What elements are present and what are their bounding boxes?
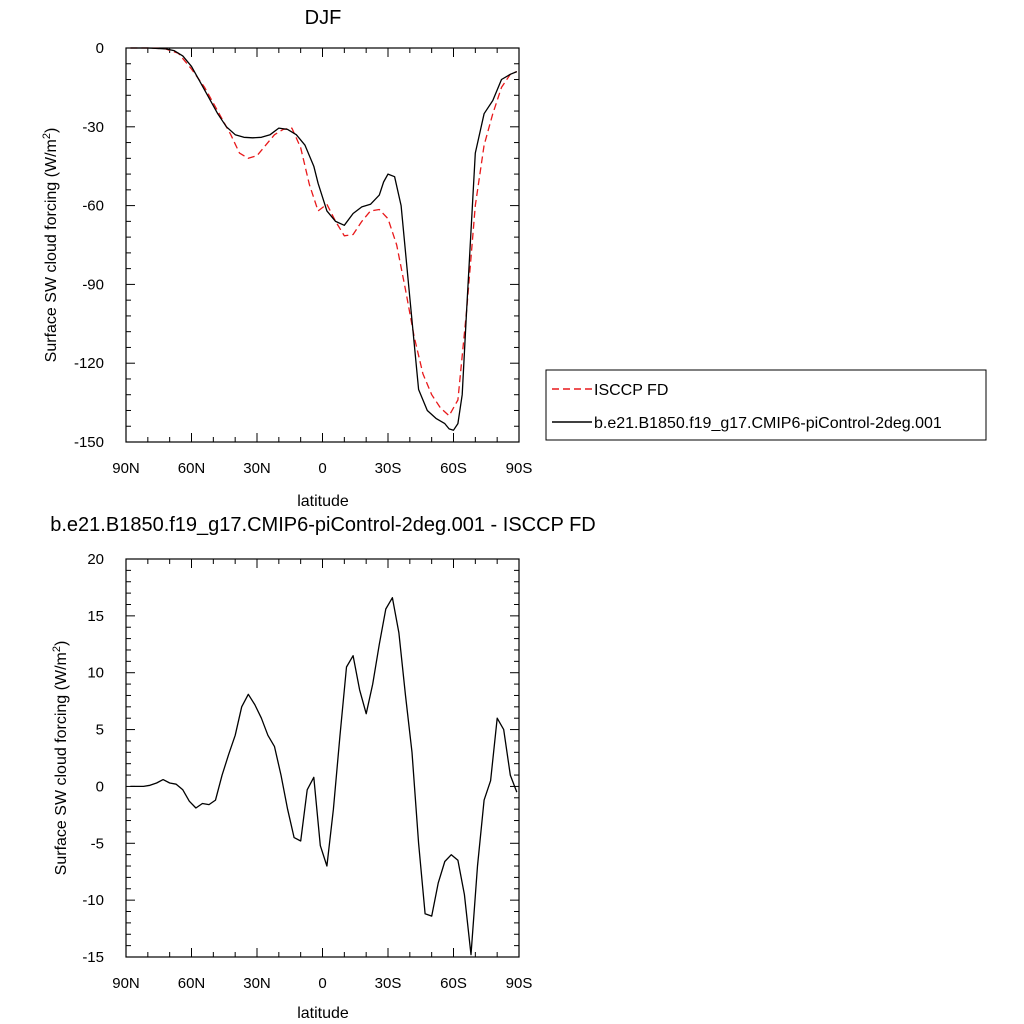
plot-frame: [125, 558, 520, 958]
y-tick-label: -5: [91, 835, 104, 852]
plot-frame: [125, 47, 520, 443]
x-tick-label: 30S: [375, 460, 402, 477]
x-tick-label: 90S: [506, 460, 533, 477]
data-series: [130, 47, 518, 431]
y-tick-label: -150: [74, 434, 104, 451]
y-axis-label-main: Surface SW cloud forcing (W/m: [43, 139, 60, 362]
legend: ISCCP FD b.e21.B1850.f19_g17.CMIP6-piCon…: [545, 369, 987, 441]
y-tick-label: 0: [96, 778, 104, 795]
series-line-isccp-fd: [130, 47, 518, 417]
data-series: [130, 597, 518, 956]
x-tick-label: 0: [318, 460, 326, 477]
series-line-difference: [130, 597, 518, 956]
y-axis-label: Surface SW cloud forcing (W/m2): [51, 641, 70, 876]
x-tick-label: 60N: [178, 460, 206, 477]
x-tick-labels: 90N 60N 30N 0 30S 60S 90S: [112, 460, 532, 477]
x-tick-label: 90N: [112, 975, 140, 992]
axis-ticks: [125, 47, 520, 443]
y-tick-labels: 20 15 10 5 0 -5 -10 -15: [82, 551, 104, 966]
chart-title: DJF: [305, 7, 342, 29]
x-axis-label: latitude: [297, 1005, 349, 1022]
y-axis-label-main: Surface SW cloud forcing (W/m: [53, 652, 70, 875]
y-axis-label-superscript: 2: [51, 646, 63, 652]
y-axis-label-superscript: 2: [41, 133, 53, 139]
x-tick-label: 60S: [440, 975, 467, 992]
x-tick-labels: 90N 60N 30N 0 30S 60S 90S: [112, 975, 532, 992]
y-axis-label-close: ): [43, 128, 60, 133]
x-tick-label: 60S: [440, 460, 467, 477]
y-axis-label-close: ): [53, 641, 70, 646]
y-tick-label: -120: [74, 355, 104, 372]
legend-frame: [545, 369, 987, 441]
y-tick-label: -90: [82, 276, 104, 293]
x-tick-label: 90S: [506, 975, 533, 992]
y-tick-label: 5: [96, 722, 104, 739]
chart-djf: DJF 0-30-60-90-120-150 90N 60N 30N 0 30S 60S 9…: [41, 7, 987, 510]
x-tick-label: 0: [318, 975, 326, 992]
y-axis-label: Surface SW cloud forcing (W/m2): [41, 128, 60, 363]
x-tick-label: 30N: [243, 975, 271, 992]
legend-label-model: b.e21.B1850.f19_g17.CMIP6-piControl-2deg…: [594, 415, 942, 432]
y-tick-label: -10: [82, 892, 104, 909]
y-tick-label: -60: [82, 198, 104, 215]
y-tick-label: -15: [82, 949, 104, 966]
legend-label-isccp: ISCCP FD: [594, 382, 668, 399]
axis-ticks: [125, 558, 520, 958]
series-line-model: [130, 47, 518, 431]
y-tick-labels: 0 -30 -60 -90 -120 -150: [74, 40, 104, 451]
chart-difference: b.e21.B1850.f19_g17.CMIP6-piControl-2deg…: [50, 514, 596, 1022]
y-tick-label: 15: [87, 608, 104, 625]
y-tick-label: 0: [96, 40, 104, 57]
y-tick-label: 20: [87, 551, 104, 568]
x-tick-label: 60N: [178, 975, 206, 992]
x-axis-label: latitude: [297, 493, 349, 510]
x-tick-label: 30N: [243, 460, 271, 477]
y-tick-label: -30: [82, 119, 104, 136]
chart-title: b.e21.B1850.f19_g17.CMIP6-piControl-2deg…: [50, 514, 596, 536]
x-tick-label: 90N: [112, 460, 140, 477]
y-tick-label: 10: [87, 665, 104, 682]
x-tick-label: 30S: [375, 975, 402, 992]
